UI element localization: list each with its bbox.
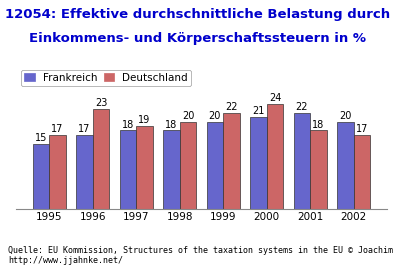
Text: 21: 21 bbox=[252, 106, 265, 117]
Text: 22: 22 bbox=[296, 102, 308, 112]
Text: Einkommens- und Körperschaftssteuern in %: Einkommens- und Körperschaftssteuern in … bbox=[29, 32, 366, 45]
Text: 20: 20 bbox=[182, 111, 194, 121]
Bar bbox=[163, 131, 180, 209]
Text: 20: 20 bbox=[209, 111, 221, 121]
Text: 23: 23 bbox=[95, 98, 107, 108]
Bar bbox=[93, 109, 109, 209]
Bar bbox=[293, 113, 310, 209]
Bar bbox=[136, 126, 153, 209]
Text: 24: 24 bbox=[269, 93, 281, 103]
Text: 20: 20 bbox=[339, 111, 352, 121]
Bar bbox=[76, 135, 93, 209]
Bar bbox=[310, 131, 327, 209]
Bar bbox=[250, 117, 267, 209]
Text: 22: 22 bbox=[225, 102, 238, 112]
Bar bbox=[207, 122, 223, 209]
Bar bbox=[337, 122, 354, 209]
Text: 15: 15 bbox=[35, 133, 47, 143]
Text: 18: 18 bbox=[312, 120, 325, 129]
Bar bbox=[354, 135, 370, 209]
Text: 18: 18 bbox=[122, 120, 134, 129]
Text: 17: 17 bbox=[356, 124, 368, 134]
Text: 18: 18 bbox=[166, 120, 178, 129]
Text: 17: 17 bbox=[78, 124, 90, 134]
Bar bbox=[120, 131, 136, 209]
Text: 19: 19 bbox=[138, 115, 150, 125]
Bar bbox=[33, 144, 49, 209]
Bar bbox=[223, 113, 240, 209]
Text: 17: 17 bbox=[51, 124, 64, 134]
Text: 12054: Effektive durchschnittliche Belastung durch: 12054: Effektive durchschnittliche Belas… bbox=[5, 8, 390, 21]
Bar bbox=[49, 135, 66, 209]
Text: Quelle: EU Kommission, Structures of the taxation systems in the EU © Joachim Ja: Quelle: EU Kommission, Structures of the… bbox=[8, 246, 395, 265]
Bar bbox=[180, 122, 196, 209]
Bar bbox=[267, 104, 283, 209]
Legend: Frankreich, Deutschland: Frankreich, Deutschland bbox=[21, 70, 191, 86]
